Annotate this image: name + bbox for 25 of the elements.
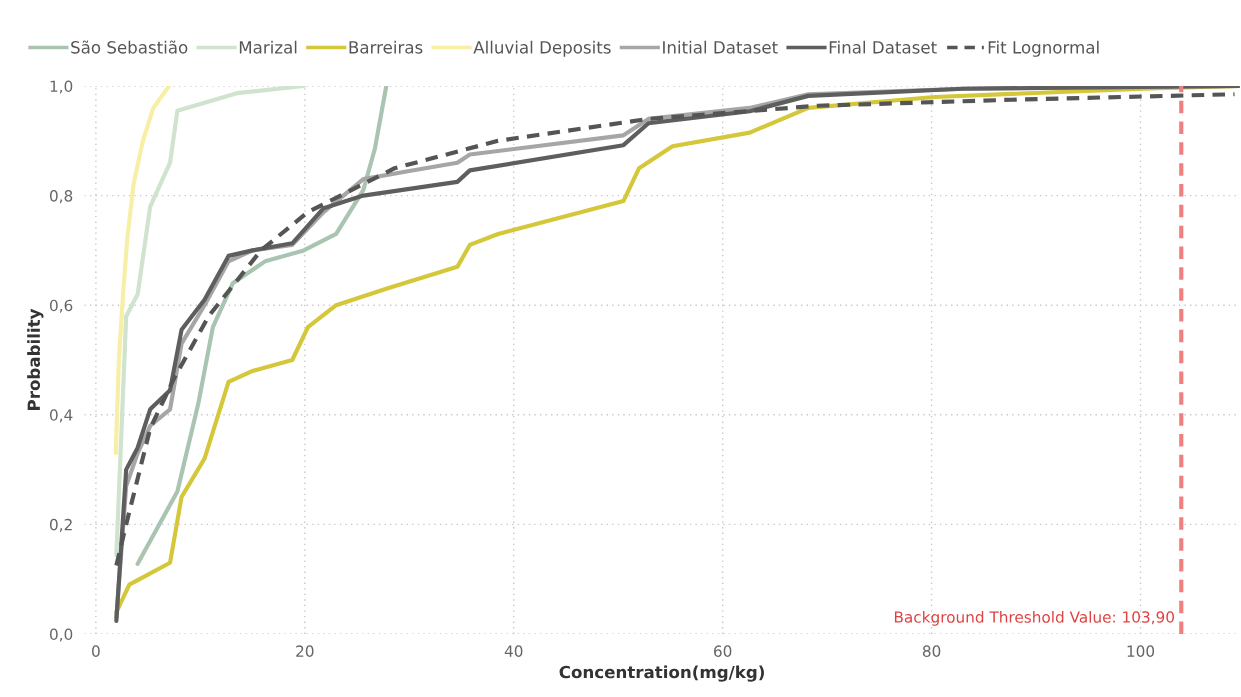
x-tick-label: 80 xyxy=(922,645,941,657)
x-tick-label: 60 xyxy=(714,645,732,657)
line-series xyxy=(135,86,389,566)
y-tick-label: 1,0 xyxy=(50,80,73,94)
x-axis-title: Concentration(mg/kg) xyxy=(559,665,764,682)
legend-label: Initial Dataset xyxy=(663,40,778,54)
legend-label: São Sebastião xyxy=(71,40,188,54)
y-axis-title: Probability xyxy=(27,308,44,410)
x-tick-label: 0 xyxy=(92,645,100,657)
x-tick-label: 20 xyxy=(296,645,314,657)
x-tick-label: 100 xyxy=(1127,645,1155,657)
y-tick-label: 0,4 xyxy=(49,409,73,423)
y-tick-label: 0,0 xyxy=(49,628,73,642)
x-tick-label: 40 xyxy=(504,645,523,657)
legend-label: Barreiras xyxy=(349,40,423,54)
legend-label: Alluvial Deposits xyxy=(473,40,611,57)
legend-label: Marizal xyxy=(239,40,297,54)
y-tick-label: 0,8 xyxy=(49,190,73,204)
line-series xyxy=(113,86,172,456)
line-series xyxy=(114,86,306,558)
legend-label: Fit Lognormal xyxy=(988,40,1099,57)
legend-label: Final Dataset xyxy=(829,40,937,54)
y-tick-label: 0,2 xyxy=(49,518,72,532)
ref-line-label: Background Threshold Value: 103,90 xyxy=(894,610,1174,626)
y-tick-label: 0,6 xyxy=(49,299,73,313)
